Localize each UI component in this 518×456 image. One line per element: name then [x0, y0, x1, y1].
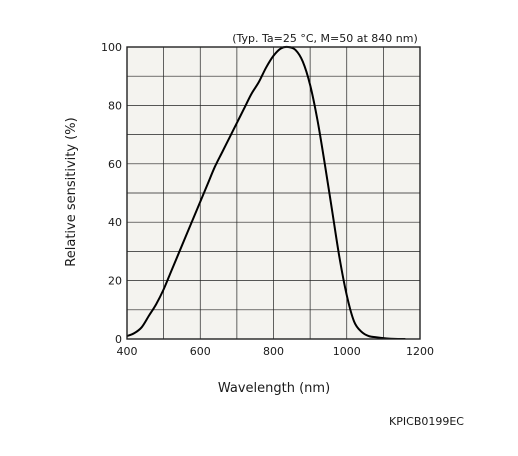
x-tick-label: 1000: [333, 345, 361, 358]
y-tick-label: 0: [115, 333, 122, 346]
y-tick-label: 60: [108, 158, 122, 171]
x-axis-title: Wavelength (nm): [218, 381, 330, 396]
y-tick-label: 100: [101, 41, 122, 54]
condition-annotation: (Typ. Ta=25 °C, M=50 at 840 nm): [232, 32, 418, 45]
y-tick-label: 40: [108, 216, 122, 229]
x-tick-label: 1200: [406, 345, 434, 358]
y-tick-labels: 0 20 40 60 80 100: [101, 41, 122, 346]
grid: [127, 47, 420, 339]
y-tick-label: 20: [108, 275, 122, 288]
sensitivity-curve: [127, 45, 406, 339]
x-tick-labels: 400 600 800 1000 1200: [117, 345, 435, 358]
y-axis-title: Relative sensitivity (%): [64, 117, 79, 266]
plot-frame: [126, 46, 421, 340]
y-tick-label: 80: [108, 99, 122, 112]
figure-code: KPICB0199EC: [389, 415, 464, 428]
x-tick-label: 800: [263, 345, 284, 358]
x-tick-label: 400: [117, 345, 138, 358]
x-tick-label: 600: [190, 345, 211, 358]
